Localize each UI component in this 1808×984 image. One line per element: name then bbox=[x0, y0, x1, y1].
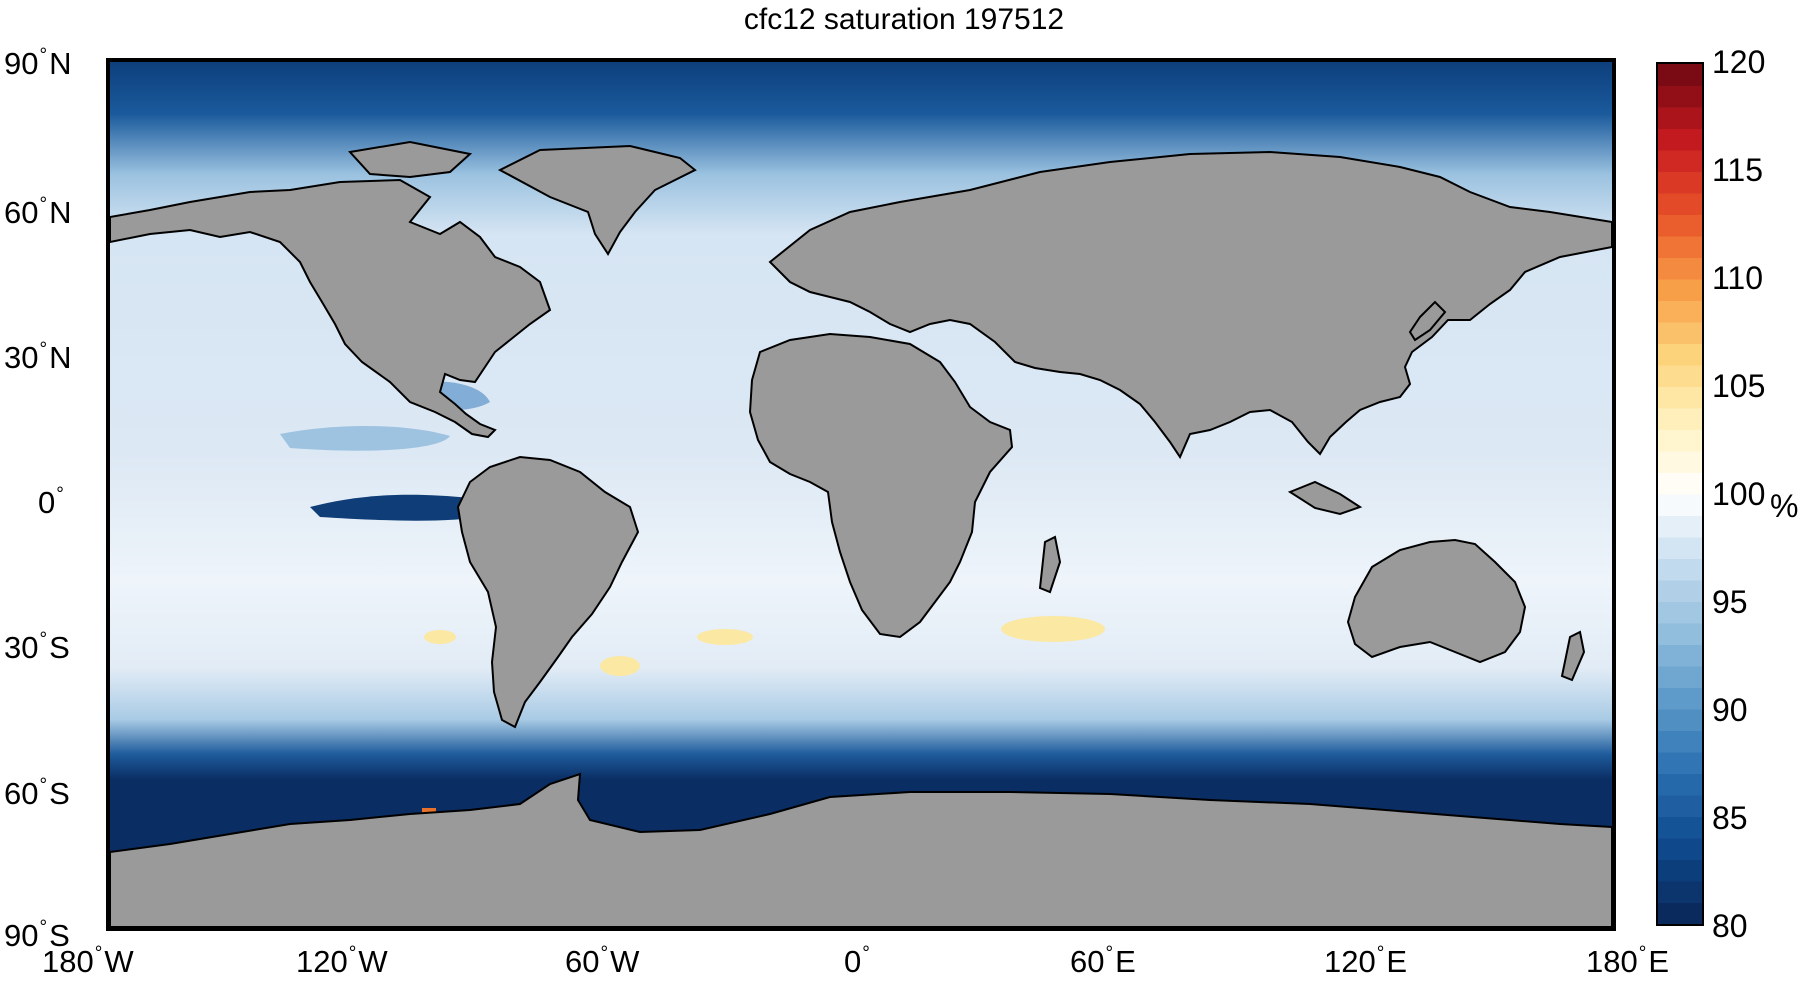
colorbar-step bbox=[1658, 752, 1702, 774]
map-frame bbox=[106, 58, 1616, 931]
colorbar-step bbox=[1658, 279, 1702, 301]
colorbar-tick-85: 85 bbox=[1712, 800, 1748, 836]
colorbar-tick-95: 95 bbox=[1712, 584, 1748, 620]
colorbar-step bbox=[1658, 537, 1702, 559]
colorbar-tick-110: 110 bbox=[1712, 260, 1764, 296]
colorbar-step bbox=[1658, 795, 1702, 817]
colorbar-step bbox=[1658, 580, 1702, 602]
map-title: cfc12 saturation 197512 bbox=[743, 3, 1065, 36]
colorbar-step bbox=[1658, 601, 1702, 624]
colorbar-step bbox=[1658, 881, 1702, 903]
colorbar-step bbox=[1658, 816, 1702, 839]
lon-tick-180e: 180°E bbox=[1586, 943, 1670, 979]
lon-tick-120e: 120°E bbox=[1324, 943, 1408, 979]
lat-tick-0: 0° bbox=[38, 484, 64, 520]
colorbar-unit: % bbox=[1770, 488, 1799, 524]
ocean-saturation-map bbox=[110, 62, 1612, 927]
colorbar-step bbox=[1658, 666, 1702, 688]
colorbar-step bbox=[1658, 343, 1702, 366]
colorbar-step bbox=[1658, 193, 1702, 215]
colorbar-step bbox=[1658, 107, 1702, 129]
colorbar bbox=[1656, 62, 1704, 926]
land-masses bbox=[110, 140, 1612, 927]
lon-tick-60e: 60°E bbox=[1070, 943, 1136, 979]
lat-tick-90s: 90°S bbox=[4, 917, 70, 953]
colorbar-step bbox=[1658, 644, 1702, 667]
colorbar-tick-120: 120 bbox=[1712, 44, 1766, 80]
colorbar-step bbox=[1658, 730, 1702, 753]
lon-tick-60w: 60°W bbox=[565, 943, 640, 979]
greenland bbox=[497, 144, 697, 256]
colorbar-step bbox=[1658, 709, 1702, 731]
colorbar-step bbox=[1658, 171, 1702, 194]
colorbar-step bbox=[1658, 838, 1702, 860]
southeast-asia-islands bbox=[1287, 480, 1363, 516]
colorbar-step bbox=[1658, 429, 1702, 452]
colorbar-step bbox=[1658, 472, 1702, 495]
supersaturation-patch-atlantic bbox=[697, 629, 753, 645]
colorbar-step bbox=[1658, 386, 1702, 409]
colorbar-step bbox=[1658, 300, 1702, 323]
colorbar-step bbox=[1658, 236, 1702, 258]
colorbar-step bbox=[1658, 859, 1702, 882]
japan bbox=[1408, 300, 1447, 342]
lon-tick-180w: 180°W bbox=[42, 943, 134, 979]
colorbar-step bbox=[1658, 494, 1702, 516]
canadian-arctic-islands bbox=[348, 140, 473, 179]
colorbar-step bbox=[1658, 128, 1702, 151]
colorbar-step bbox=[1658, 64, 1702, 86]
eastern-pacific-band bbox=[280, 425, 450, 451]
colorbar-step bbox=[1658, 451, 1702, 473]
colorbar-tick-90: 90 bbox=[1712, 692, 1748, 728]
europe-asia bbox=[768, 150, 1612, 460]
colorbar-tick-100: 100 bbox=[1712, 476, 1766, 512]
colorbar-step bbox=[1658, 687, 1702, 710]
colorbar-step bbox=[1658, 558, 1702, 581]
lat-tick-90n: 90°N bbox=[4, 45, 72, 81]
antarctica bbox=[110, 772, 1612, 927]
supersaturation-patch-indian bbox=[1001, 616, 1105, 642]
colorbar-step bbox=[1658, 902, 1702, 924]
colorbar-tick-80: 80 bbox=[1712, 908, 1748, 944]
colorbar-step bbox=[1658, 214, 1702, 237]
colorbar-step bbox=[1658, 257, 1702, 280]
colorbar-step bbox=[1658, 85, 1702, 108]
new-zealand bbox=[1560, 630, 1586, 682]
australia bbox=[1346, 538, 1527, 664]
supersaturation-patch-argentina bbox=[600, 656, 640, 676]
equatorial-pacific-low-band bbox=[310, 494, 501, 521]
lat-tick-60n: 60°N bbox=[4, 194, 72, 230]
colorbar-tick-105: 105 bbox=[1712, 368, 1766, 404]
colorbar-gradient bbox=[1658, 64, 1702, 924]
lat-tick-60s: 60°S bbox=[4, 775, 70, 811]
colorbar-step bbox=[1658, 773, 1702, 796]
lat-tick-30s: 30°S bbox=[4, 629, 70, 665]
colorbar-step bbox=[1658, 365, 1702, 387]
madagascar bbox=[1038, 535, 1062, 594]
south-america bbox=[456, 455, 640, 729]
lon-tick-0: 0° bbox=[844, 943, 870, 979]
colorbar-step bbox=[1658, 322, 1702, 344]
north-america bbox=[110, 178, 552, 439]
colorbar-step bbox=[1658, 150, 1702, 172]
supersaturation-patch-pacific bbox=[424, 630, 456, 644]
colorbar-step bbox=[1658, 515, 1702, 538]
africa bbox=[748, 332, 1014, 639]
lat-tick-30n: 30°N bbox=[4, 339, 72, 375]
lon-tick-120w: 120°W bbox=[296, 943, 388, 979]
colorbar-step bbox=[1658, 408, 1702, 430]
colorbar-step bbox=[1658, 623, 1702, 645]
colorbar-tick-115: 115 bbox=[1712, 152, 1764, 188]
